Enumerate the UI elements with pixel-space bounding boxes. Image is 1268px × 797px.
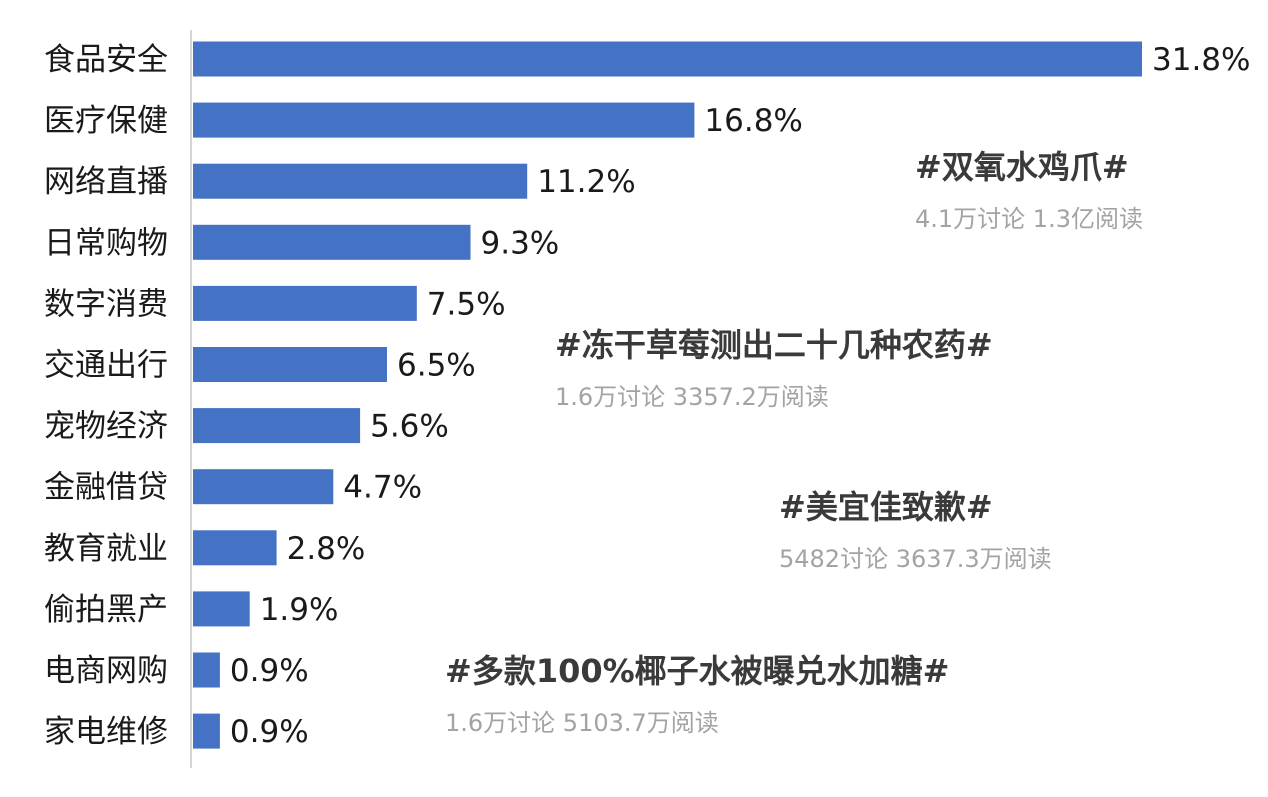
category-label: 交通出行 — [44, 348, 168, 384]
bar — [193, 469, 334, 505]
category-label: 网络直播 — [44, 164, 168, 200]
category-label: 数字消费 — [44, 286, 168, 322]
bar — [193, 102, 695, 138]
annotation-4: #多款100%椰子水被曝兑水加糖# 1.6万讨论 5103.7万阅读 — [445, 652, 950, 738]
category-label: 电商网购 — [44, 653, 168, 689]
annotation-1: #双氧水鸡爪# 4.1万讨论 1.3亿阅读 — [915, 148, 1143, 234]
value-label: 11.2% — [537, 164, 635, 200]
bar — [193, 530, 277, 566]
bar — [193, 285, 417, 321]
annotation-stats: 1.6万讨论 5103.7万阅读 — [445, 709, 719, 737]
annotation-title: #美宜佳致歉# — [779, 488, 993, 526]
value-label: 6.5% — [397, 348, 476, 384]
category-label: 教育就业 — [44, 531, 168, 567]
value-label: 31.8% — [1152, 42, 1250, 78]
value-label: 1.9% — [260, 592, 339, 628]
bar — [193, 408, 361, 444]
annotation-title: #双氧水鸡爪# — [915, 148, 1129, 186]
bars-group — [193, 41, 1142, 749]
category-label: 医疗保健 — [44, 103, 168, 139]
value-label: 2.8% — [287, 531, 366, 567]
category-label: 日常购物 — [44, 225, 168, 261]
annotation-title: #冻干草莓测出二十几种农药# — [555, 326, 993, 364]
value-labels-group: 31.8% 16.8% 11.2% 9.3% 7.5% 6.5% 5.6% 4.7% 2.8% 1… — [230, 42, 1251, 750]
category-label: 金融借贷 — [44, 470, 168, 506]
annotation-stats: 5482讨论 3637.3万阅读 — [779, 545, 1052, 573]
category-labels-group: 食品安全医疗保健网络直播日常购物数字消费交通出行宠物经济金融借贷教育就业偷拍黑产… — [44, 42, 168, 750]
category-label: 食品安全 — [44, 42, 168, 78]
value-label: 0.9% — [230, 653, 309, 689]
value-label: 9.3% — [481, 225, 560, 261]
value-label: 16.8% — [704, 103, 802, 139]
bar — [193, 713, 220, 749]
annotation-2: #冻干草莓测出二十几种农药# 1.6万讨论 3357.2万阅读 — [555, 326, 993, 412]
category-label: 偷拍黑产 — [44, 592, 168, 628]
category-label: 家电维修 — [44, 714, 168, 750]
bar — [193, 652, 220, 688]
bar — [193, 347, 387, 382]
annotation-title: #多款100%椰子水被曝兑水加糖# — [445, 652, 950, 690]
annotation-stats: 1.6万讨论 3357.2万阅读 — [555, 383, 829, 411]
value-label: 5.6% — [370, 409, 449, 445]
category-label: 宠物经济 — [44, 409, 168, 445]
value-label: 7.5% — [427, 286, 506, 322]
bar — [193, 591, 250, 627]
bar — [193, 41, 1142, 77]
annotation-3: #美宜佳致歉# 5482讨论 3637.3万阅读 — [779, 488, 1052, 574]
value-label: 0.9% — [230, 714, 309, 750]
bar — [193, 224, 471, 260]
value-label: 4.7% — [343, 470, 422, 506]
bar — [193, 163, 528, 199]
annotation-stats: 4.1万讨论 1.3亿阅读 — [915, 205, 1143, 233]
